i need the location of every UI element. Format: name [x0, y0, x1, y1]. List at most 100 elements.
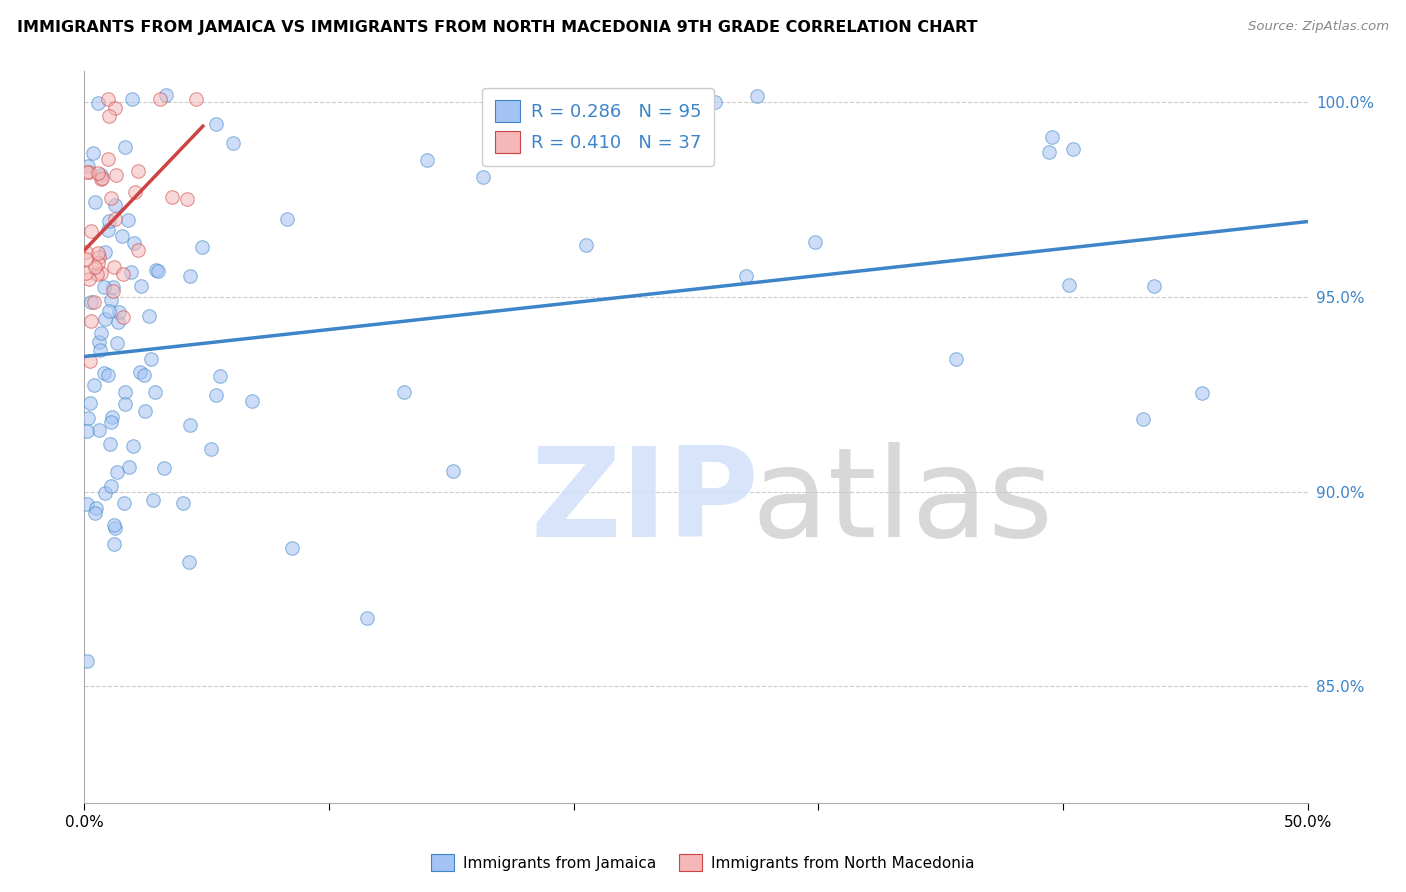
Point	[124, 235, 146, 250]
Point	[139, 351, 162, 366]
Point	[204, 117, 226, 131]
Point	[76, 497, 98, 511]
Point	[179, 417, 201, 432]
Point	[114, 385, 136, 400]
Point	[90, 171, 112, 186]
Point	[1059, 277, 1081, 292]
Point	[129, 279, 152, 293]
Point	[703, 95, 725, 110]
Point	[1191, 385, 1213, 400]
Point	[97, 214, 120, 228]
Point	[105, 465, 128, 479]
Point	[242, 393, 264, 408]
Point	[103, 537, 125, 551]
Point	[93, 311, 115, 326]
Point	[94, 485, 117, 500]
Point	[75, 266, 97, 280]
Point	[107, 315, 129, 329]
Point	[129, 366, 152, 380]
Point	[89, 343, 111, 357]
Point	[172, 495, 194, 509]
Text: Source: ZipAtlas.com: Source: ZipAtlas.com	[1249, 20, 1389, 33]
Point	[945, 352, 967, 367]
Point	[104, 101, 127, 115]
Point	[83, 378, 105, 392]
Point	[97, 368, 120, 382]
Point	[356, 610, 378, 624]
Point	[101, 279, 124, 293]
Point	[90, 266, 112, 280]
Point	[177, 555, 200, 569]
Point	[734, 269, 756, 284]
Point	[104, 521, 127, 535]
Point	[1143, 278, 1166, 293]
Point	[87, 423, 110, 437]
Point	[111, 310, 134, 325]
Point	[104, 211, 127, 226]
Point	[392, 384, 415, 399]
Point	[117, 213, 139, 227]
Point	[89, 250, 111, 264]
Point	[84, 506, 107, 520]
Point	[222, 136, 245, 150]
Point	[79, 272, 101, 286]
Point	[145, 263, 167, 277]
Point	[84, 501, 107, 516]
Point	[82, 146, 104, 161]
Point	[100, 191, 122, 205]
Point	[281, 541, 304, 555]
Point	[441, 464, 464, 478]
Point	[111, 267, 134, 281]
Point	[76, 654, 98, 668]
Point	[276, 212, 298, 227]
Point	[75, 252, 97, 266]
Point	[114, 396, 136, 410]
Point	[122, 440, 145, 454]
Legend: R = 0.286   N = 95, R = 0.410   N = 37: R = 0.286 N = 95, R = 0.410 N = 37	[482, 87, 714, 166]
Point	[98, 437, 121, 451]
Point	[1042, 129, 1064, 144]
Point	[79, 295, 101, 310]
Point	[143, 384, 166, 399]
Point	[103, 284, 125, 298]
Point	[124, 185, 146, 199]
Point	[80, 314, 103, 328]
Point	[100, 415, 122, 429]
Point	[118, 460, 141, 475]
Point	[1062, 142, 1084, 156]
Point	[79, 396, 101, 410]
Point	[108, 305, 131, 319]
Point	[75, 244, 97, 259]
Point	[112, 496, 135, 510]
Point	[90, 326, 112, 340]
Point	[76, 160, 98, 174]
Point	[132, 368, 155, 382]
Point	[79, 354, 101, 368]
Point	[1038, 145, 1060, 159]
Point	[191, 240, 214, 254]
Point	[87, 95, 110, 110]
Point	[97, 152, 120, 166]
Point	[77, 165, 100, 179]
Point	[97, 303, 120, 318]
Point	[153, 461, 176, 475]
Point	[83, 295, 105, 310]
Point	[111, 228, 134, 243]
Point	[471, 169, 494, 184]
Text: ZIP: ZIP	[531, 442, 759, 564]
Point	[87, 246, 110, 260]
Point	[83, 260, 105, 274]
Point	[91, 171, 114, 186]
Point	[803, 235, 825, 250]
Point	[142, 492, 165, 507]
Point	[87, 166, 110, 180]
Point	[146, 263, 169, 277]
Point	[97, 110, 120, 124]
Point	[114, 140, 136, 154]
Point	[127, 164, 149, 178]
Point	[80, 224, 103, 238]
Point	[76, 425, 98, 439]
Point	[160, 190, 183, 204]
Point	[105, 168, 128, 182]
Point	[89, 335, 111, 350]
